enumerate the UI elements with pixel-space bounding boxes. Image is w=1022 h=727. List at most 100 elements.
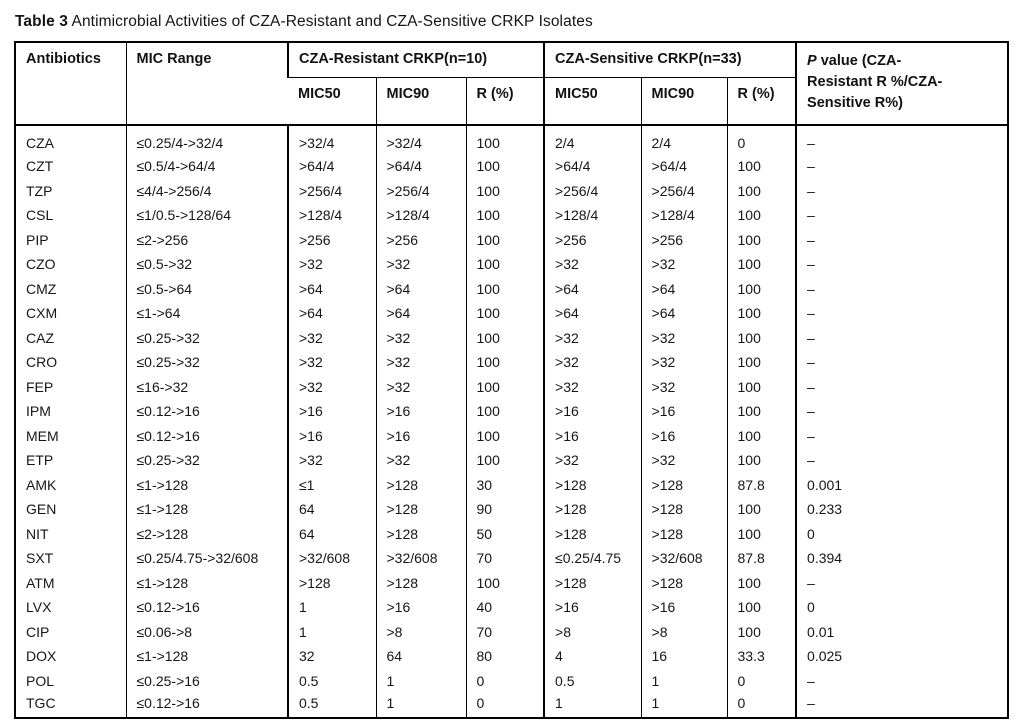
cell-mic_range: ≤0.12->16 [125,693,288,718]
cell-s_mic50: >32 [543,252,642,277]
cell-s_mic50: >32 [543,374,642,399]
column-header-sensitive-mic50: MIC50 [543,77,642,125]
cell-r_mic90: >128 [375,472,466,497]
cell-p_value: 0.01 [795,619,1009,644]
cell-r_mic50: 32 [287,644,376,669]
table-body: CZA ≤0.25/4->32/4 >32/4 >32/4 100 2/4 2/4 0– CZT… [15,124,1009,718]
cell-s_mic50: >128 [543,521,642,546]
cell-r_mic50: >32/608 [287,546,376,571]
cell-p_value: – [795,668,1009,693]
cell-s_mic50: >64/4 [543,154,642,179]
cell-s_mic50: >128 [543,570,642,595]
cell-r_pct: 100 [465,350,545,375]
cell-mic_range: ≤0.25/4.75->32/608 [125,546,288,571]
table-row: FEP ≤16->32 >32 >32 100 >32 >32 100– [15,374,1009,399]
cell-s_mic90: >64 [640,301,728,326]
cell-r_mic50: >64 [287,301,376,326]
cell-r_mic50: >64/4 [287,154,376,179]
cell-s_mic50: >256 [543,227,642,252]
cell-r_pct: 100 [465,276,545,301]
cell-r_pct: 40 [465,595,545,620]
cell-s_mic90: >32 [640,350,728,375]
cell-mic_range: ≤0.5->64 [125,276,288,301]
table-row: AMK ≤1->128 ≤1 >128 30 >128 >128 87.8 0.001 [15,472,1009,497]
cell-p_value: – [795,448,1009,473]
cell-r_mic50: >32 [287,252,376,277]
cell-s_pct: 100 [726,325,797,350]
cell-antibiotic: CZO [26,256,56,273]
cell-s_mic50: >8 [543,619,642,644]
cell-p_value: – [795,399,1009,424]
cell-mic_range: ≤16->32 [125,374,288,399]
cell-s_mic90: >16 [640,595,728,620]
cell-s_pct: 0 [726,693,797,718]
column-header-mic-range: MIC Range [125,42,288,125]
cell-r_pct: 100 [465,423,545,448]
cell-s_pct: 100 [726,227,797,252]
cell-p_value: – [795,178,1009,203]
cell-r_mic90: >128 [375,521,466,546]
cell-s_mic90: >32 [640,448,728,473]
cell-s_pct: 87.8 [726,472,797,497]
cell-s_mic50: >128/4 [543,203,642,228]
cell-s_mic90: >128/4 [640,203,728,228]
cell-s_pct: 100 [726,595,797,620]
cell-s_mic50: >32 [543,350,642,375]
cell-mic_range: ≤2->256 [125,227,288,252]
cell-mic_range: ≤1->64 [125,301,288,326]
cell-s_pct: 100 [726,497,797,522]
cell-mic_range: ≤0.12->16 [125,423,288,448]
table-row: CXM ≤1->64 >64 >64 100 >64 >64 100– [15,301,1009,326]
table-title: Table 3 Antimicrobial Activities of CZA-… [15,12,1007,32]
cell-r_pct: 100 [465,399,545,424]
cell-r_pct: 100 [465,570,545,595]
table-row: GEN ≤1->128 64 >128 90 >128 >128 100 0.233 [15,497,1009,522]
cell-antibiotic: GEN [26,501,57,518]
column-header-antibiotics: Antibiotics [26,51,101,67]
cell-r_pct: 0 [465,668,545,693]
cell-mic_range: ≤0.25->16 [125,668,288,693]
cell-s_pct: 100 [726,374,797,399]
header-group-row: Antibiotics MIC Range CZA-Resistant CRKP… [15,42,1009,125]
column-group-cza-resistant: CZA-Resistant CRKP(n=10) [286,42,545,78]
table-row: CZA ≤0.25/4->32/4 >32/4 >32/4 100 2/4 2/4 0– [15,124,1009,154]
cell-r_mic50: >128/4 [287,203,376,228]
cell-s_mic90: >256/4 [640,178,728,203]
cell-antibiotic: POL [26,672,55,689]
cell-antibiotic: CMZ [26,280,57,297]
cell-s_mic50: >16 [543,595,642,620]
cell-mic_range: ≤0.25/4->32/4 [125,124,288,154]
cell-r_pct: 100 [465,252,545,277]
cell-s_pct: 0 [726,668,797,693]
cell-s_mic90: >128 [640,472,728,497]
table-row: DOX ≤1->128 32 64 80 4 16 33.3 0.025 [15,644,1009,669]
cell-r_pct: 50 [465,521,545,546]
cell-r_pct: 80 [465,644,545,669]
cell-p_value: – [795,325,1009,350]
cell-s_mic90: >32/608 [640,546,728,571]
cell-s_mic90: >128 [640,521,728,546]
cell-r_pct: 70 [465,619,545,644]
table-row: CSL ≤1/0.5->128/64 >128/4 >128/4 100 >128/4 >1… [15,203,1009,228]
column-header-sensitive-r-pct: R (%) [726,77,797,125]
cell-s_mic90: >16 [640,399,728,424]
cell-r_mic90: >64 [375,276,466,301]
cell-p_value: – [795,154,1009,179]
cell-p_value: 0.233 [795,497,1009,522]
cell-s_mic50: >32 [543,325,642,350]
cell-r_mic90: >16 [375,399,466,424]
cell-antibiotic: NIT [26,525,49,542]
cell-r_mic90: >256 [375,227,466,252]
cell-s_mic90: >128 [640,570,728,595]
table-row: TGC ≤0.12->16 0.5 1 0 1 1 0– [15,693,1009,718]
table-row: IPM ≤0.12->16 >16 >16 100 >16 >16 100– [15,399,1009,424]
cell-r_pct: 100 [465,325,545,350]
cell-antibiotic: PIP [26,231,49,248]
cell-r_mic50: 0.5 [287,693,376,718]
cell-s_mic50: >16 [543,423,642,448]
cell-s_pct: 100 [726,252,797,277]
table-row: PIP ≤2->256 >256 >256 100 >256 >256 100– [15,227,1009,252]
cell-r_pct: 100 [465,448,545,473]
cell-antibiotic: CZT [26,158,54,175]
cell-r_mic90: >32 [375,448,466,473]
